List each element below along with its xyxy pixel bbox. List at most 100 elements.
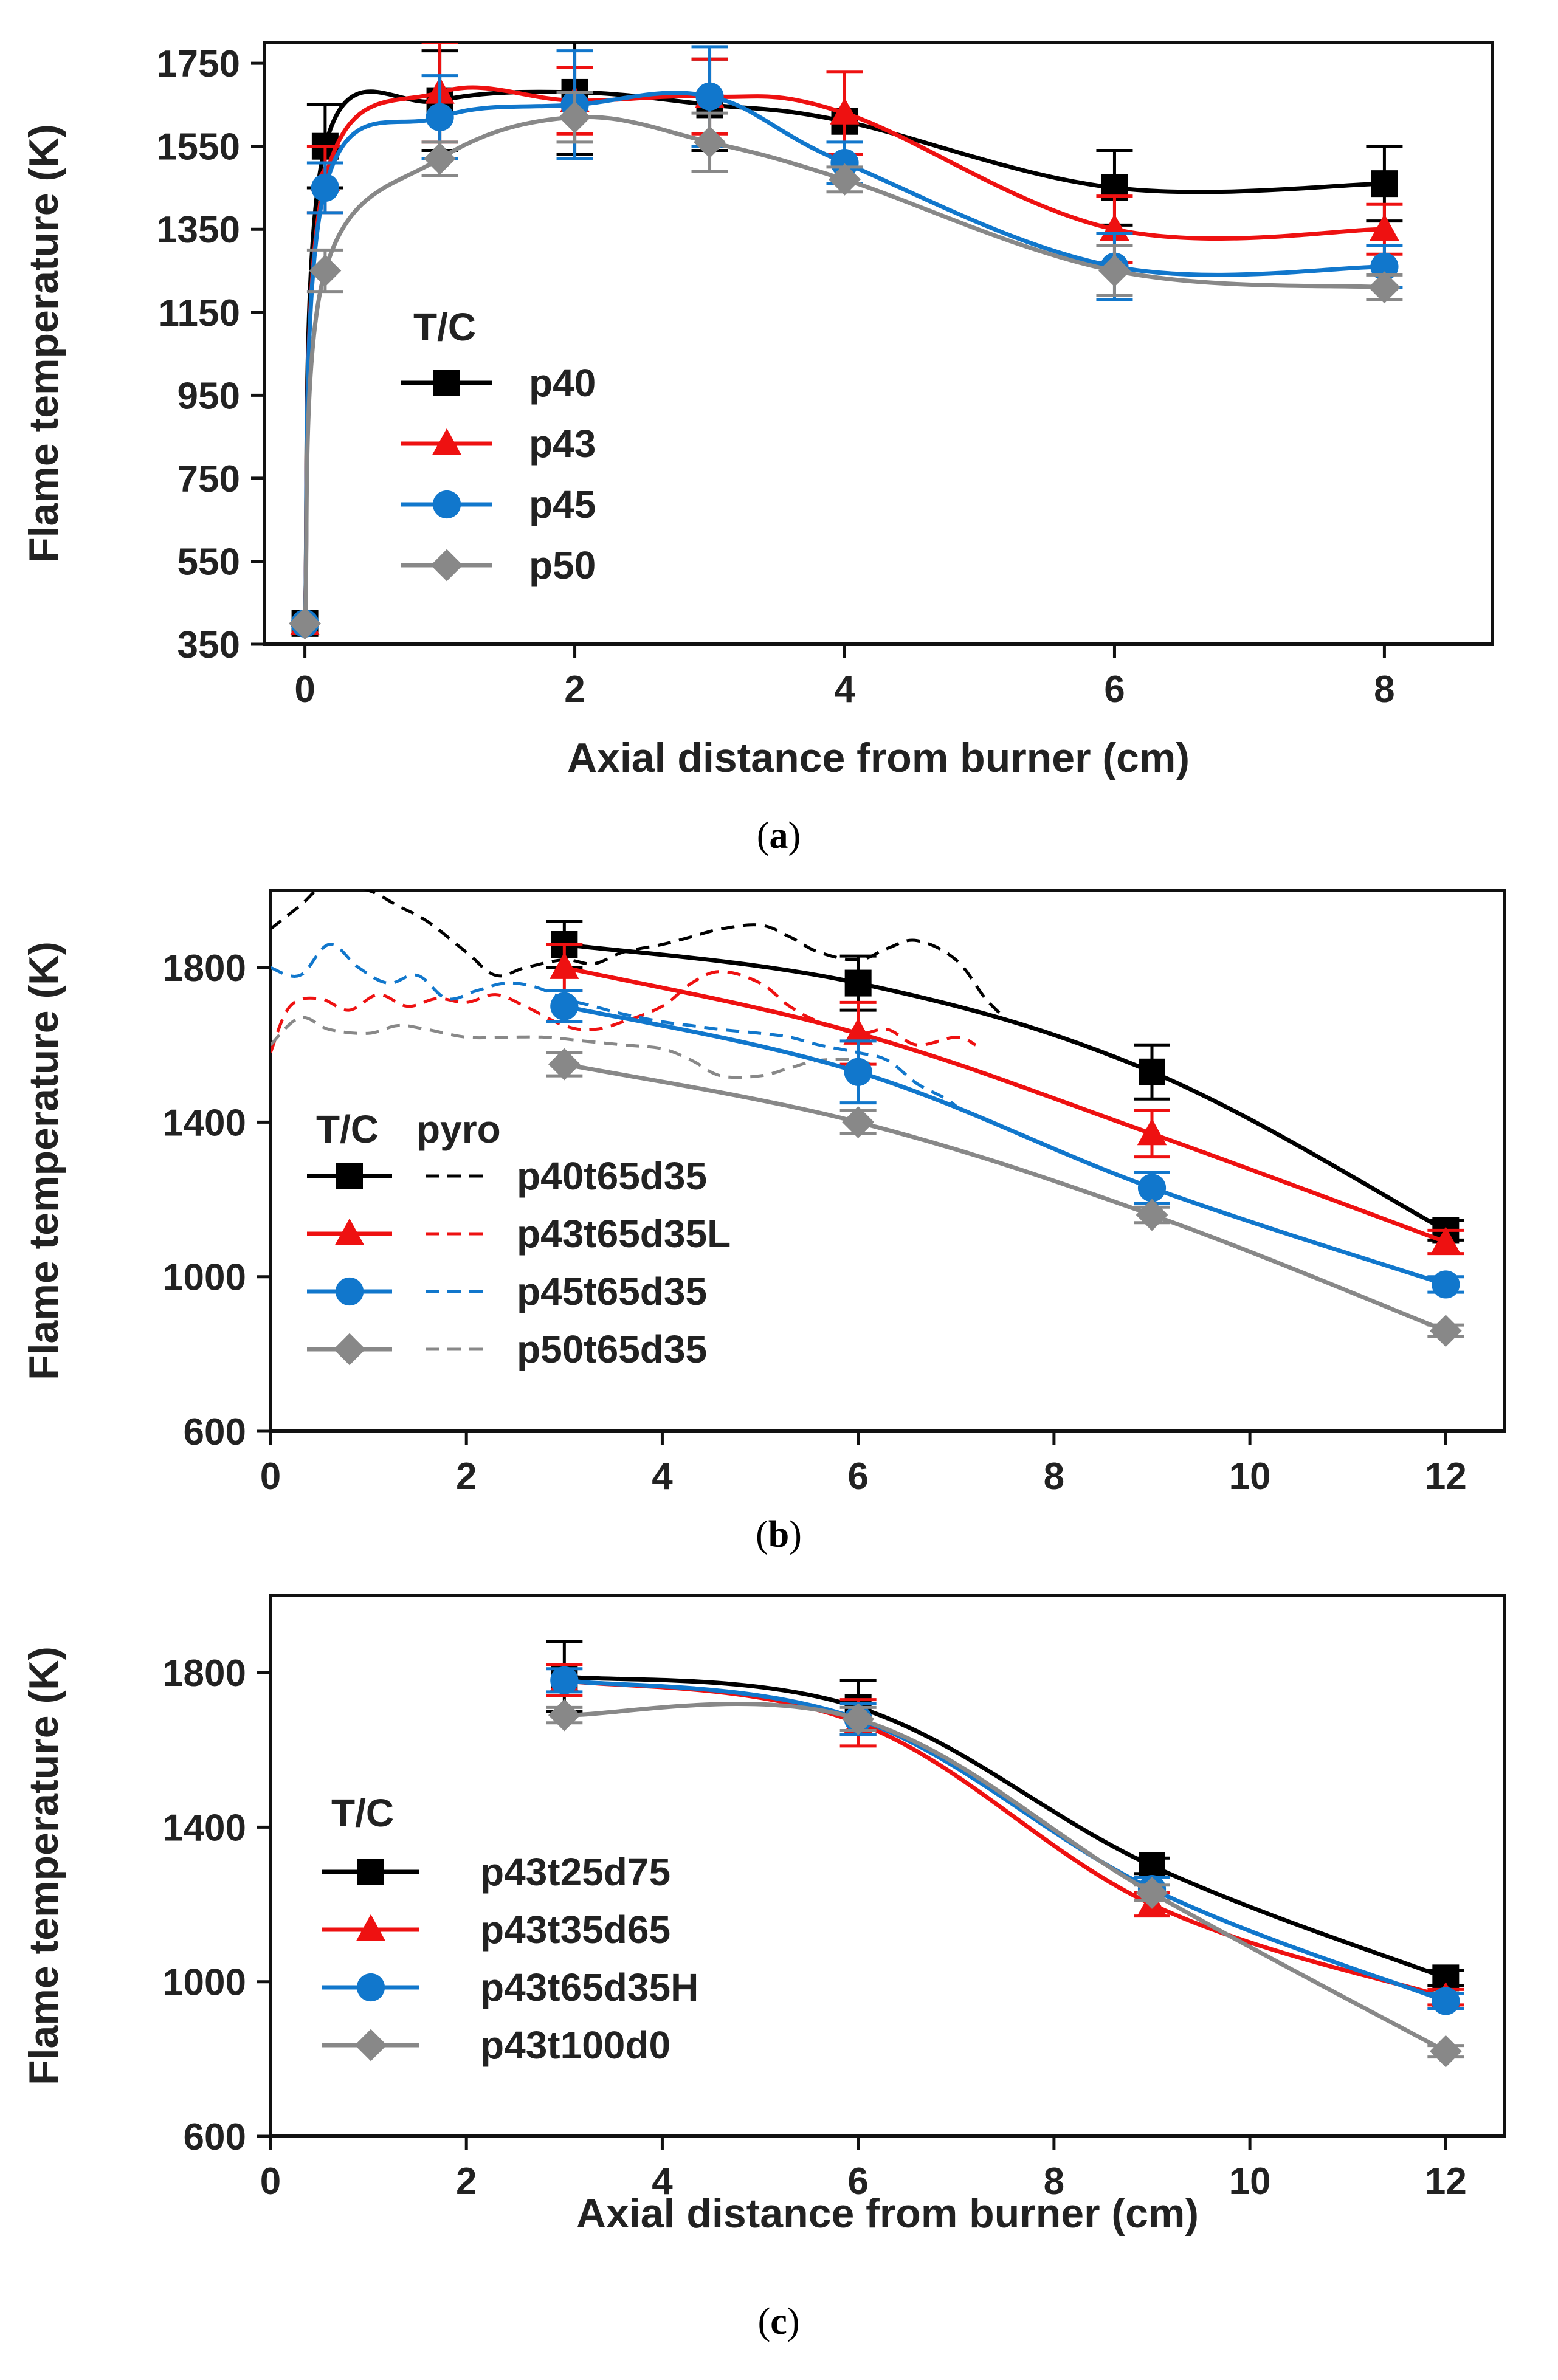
data-point-p45t65d35 <box>1137 1174 1167 1202</box>
x-tick-label: 12 <box>1425 2161 1467 2203</box>
data-point-p45t65d35 <box>550 992 579 1020</box>
data-point-p45 <box>695 82 724 111</box>
series-layer-c <box>546 1640 1464 2068</box>
legend-marker-p43t25d75 <box>357 1859 384 1885</box>
y-tick-label: 600 <box>184 2116 246 2158</box>
series-layer-a <box>289 43 1403 640</box>
data-point-p45 <box>311 173 339 202</box>
legend-label-p50: p50 <box>529 543 596 587</box>
series-layer-b <box>546 920 1464 1347</box>
y-tick-label: 1750 <box>156 43 240 85</box>
legend-marker-p43 <box>432 428 462 455</box>
y-tick-label: 750 <box>178 458 240 500</box>
data-point-p50 <box>829 163 861 196</box>
data-point-p45t65d35 <box>1432 1270 1460 1299</box>
series-line-p50t65d35 <box>564 1062 1447 1333</box>
x-tick-label: 8 <box>1044 1456 1064 1498</box>
pyro-line-p40t65d35 <box>271 890 1007 1019</box>
legend-title: T/C <box>316 1107 379 1151</box>
data-point-p43t100d0 <box>842 1703 875 1735</box>
data-point-p50t65d35 <box>1136 1199 1168 1231</box>
plot-frame-a <box>263 41 1494 646</box>
legend-marker-p43t65d35L <box>334 1218 365 1245</box>
legend-title: T/C <box>331 1791 394 1835</box>
data-point-p43 <box>1370 213 1399 241</box>
panel-label-a: (a) <box>757 815 801 856</box>
x-ticks-c: 0 2 4 6 8 10 12 <box>260 2136 1467 2203</box>
y-tick-label: 1000 <box>162 1962 246 2004</box>
legend-label-p40: p40 <box>529 361 596 405</box>
x-tick-label: 6 <box>847 1456 868 1498</box>
x-axis-label-c: Axial distance from burner (cm) <box>576 2190 1199 2237</box>
y-tick-label: 350 <box>178 624 240 666</box>
x-tick-label: 8 <box>1044 2161 1064 2203</box>
y-axis-label-b: Flame temperature (K) <box>21 941 67 1380</box>
panel-label-c: (c) <box>758 2301 800 2342</box>
data-point-p43 <box>830 97 860 125</box>
legend-label-p43t65d35H: p43t65d35H <box>480 1966 698 2009</box>
data-point-p43t100d0 <box>1429 2035 1462 2068</box>
data-point-p43t65d35H <box>1432 1987 1460 2015</box>
data-point-p43t65d35L <box>843 1017 873 1045</box>
x-ticks-a: 0 2 4 6 8 <box>294 644 1395 710</box>
plot-frame-c <box>269 1594 1506 2138</box>
legend-marker-p45 <box>432 490 461 519</box>
legend-b: T/C pyro p40t65d35 p43t65d35L p45t65d35 p50t6… <box>307 1107 731 1371</box>
x-tick-label: 10 <box>1229 2161 1271 2203</box>
x-tick-label: 2 <box>456 1456 477 1498</box>
legend-a: T/C p40 p43 p45 p50 <box>401 305 596 587</box>
x-tick-label: 12 <box>1425 1456 1467 1498</box>
data-point-p50 <box>1368 271 1401 304</box>
data-point-p50 <box>559 101 591 134</box>
data-point-p43t65d35L <box>1137 1118 1167 1146</box>
data-point-p40t65d35 <box>844 969 872 997</box>
data-point-p45t65d35 <box>844 1058 872 1086</box>
y-axis-label-c: Flame temperature (K) <box>21 1646 67 2085</box>
x-tick-label: 4 <box>652 1456 673 1498</box>
x-tick-label: 2 <box>456 2161 477 2203</box>
legend-label-p40t65d35: p40t65d35 <box>517 1154 707 1198</box>
x-tick-label: 4 <box>834 669 855 710</box>
data-point-p50 <box>1098 255 1131 287</box>
data-point-p50t65d35 <box>548 1048 581 1081</box>
series-line-p43t65d35H <box>564 1678 1447 2003</box>
y-tick-label: 1550 <box>156 126 240 168</box>
data-point-p43t65d35H <box>550 1666 579 1694</box>
series-line-p43t25d75 <box>564 1674 1447 1980</box>
y-tick-label: 1400 <box>162 1102 246 1144</box>
series-line-p40t65d35 <box>564 942 1447 1233</box>
legend-marker-p50t65d35 <box>333 1333 366 1366</box>
legend-label-p43t100d0: p43t100d0 <box>480 2023 670 2067</box>
legend-title: T/C <box>413 305 476 349</box>
y-tick-label: 600 <box>184 1411 246 1453</box>
y-tick-label: 1150 <box>158 292 240 334</box>
data-point-p40t65d35 <box>1139 1058 1165 1085</box>
x-tick-label: 0 <box>260 2161 281 2203</box>
y-ticks-c: 600 1000 1400 1800 <box>162 1653 271 2158</box>
data-point-p43t65d35L <box>550 952 579 979</box>
y-axis-label-a: Flame temperature (K) <box>21 124 67 563</box>
y-ticks-a: 350 550 750 950 1150 1350 1550 1750 <box>156 43 264 666</box>
series-line-p43t65d35L <box>564 965 1447 1244</box>
data-point-p50t65d35 <box>1429 1315 1462 1347</box>
series-line-p45t65d35 <box>564 1004 1447 1287</box>
chart-panel-c: 0 2 4 6 8 10 12 600 1000 1400 1800 T/C p43t25d75 p4… <box>21 1594 1506 2342</box>
legend-marker-p40t65d35 <box>336 1163 363 1189</box>
pyro-line-p43t65d35L <box>271 969 977 1053</box>
chart-panel-a: 0 2 4 6 8 350 550 750 950 1150 1350 1550 1750 T/C p4… <box>21 41 1494 856</box>
x-tick-label: 0 <box>294 669 315 710</box>
legend-label-p45: p45 <box>529 483 596 526</box>
legend-label-p43t25d75: p43t25d75 <box>480 1850 670 1894</box>
y-tick-label: 1000 <box>162 1257 246 1299</box>
y-tick-label: 1800 <box>162 948 246 989</box>
data-point-p50 <box>424 142 456 175</box>
x-tick-label: 4 <box>652 2161 673 2203</box>
x-axis-label-a: Axial distance from burner (cm) <box>567 735 1190 781</box>
legend-c: T/C p43t25d75 p43t35d65 p43t65d35H p43t100d0 <box>322 1791 698 2067</box>
series-line-p43t100d0 <box>564 1702 1447 2054</box>
data-point-p45 <box>830 148 859 177</box>
data-point-p43t100d0 <box>548 1699 581 1732</box>
legend-label-p43: p43 <box>529 422 596 466</box>
